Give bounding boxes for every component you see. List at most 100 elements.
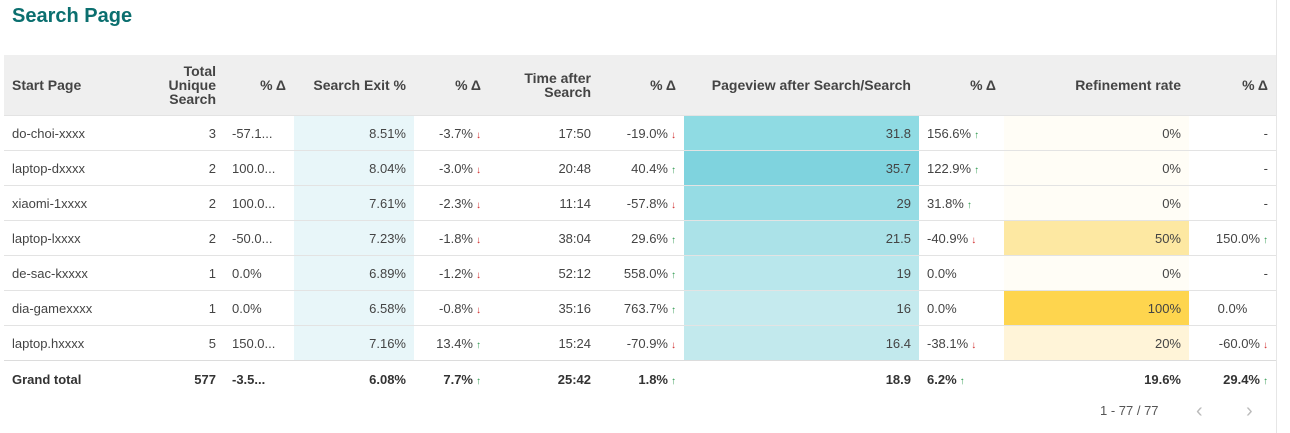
- start-page-cell: do-choi-xxxx: [4, 115, 144, 151]
- search-exit-cell: 7.61%: [294, 185, 414, 221]
- arrow-up-icon: ↑: [476, 375, 481, 387]
- start-page-cell-value: xiaomi-1xxxx: [12, 195, 88, 211]
- pageview-delta-cell: 156.6% ↑: [919, 115, 1004, 151]
- refinement-rate-cell-value: 0%: [1162, 265, 1181, 281]
- header-total-unique-search[interactable]: Total Unique Search: [144, 55, 224, 116]
- time-after-search-cell-value: 25:42: [557, 371, 591, 387]
- total-delta-cell: -50.0...: [224, 220, 294, 256]
- refinement-rate-cell-value: 0%: [1162, 125, 1181, 141]
- start-page-cell: dia-gamexxxx: [4, 290, 144, 326]
- search-exit-delta-cell-value: 13.4%: [436, 335, 473, 351]
- chevron-right-icon[interactable]: ›: [1246, 400, 1253, 422]
- time-delta-cell: -70.9% ↓: [599, 325, 684, 361]
- header-refinement-rate[interactable]: Refinement rate: [1004, 55, 1189, 116]
- header-time-after-search[interactable]: Time after Search: [489, 55, 599, 116]
- time-delta-cell-value: 558.0%: [623, 265, 668, 281]
- pageview-delta-cell-value: 31.8%: [927, 195, 964, 211]
- refinement-delta-cell-value: -: [1263, 265, 1268, 281]
- search-exit-cell: 6.08%: [294, 360, 414, 397]
- start-page-cell: laptop.hxxxx: [4, 325, 144, 361]
- pageview-delta-cell: 0.0%: [919, 255, 1004, 291]
- arrow-down-icon: ↓: [476, 304, 481, 316]
- total-delta-cell-value: -3.5...: [232, 371, 266, 387]
- pageview-delta-cell: 0.0%: [919, 290, 1004, 326]
- start-page-cell: laptop-lxxxx: [4, 220, 144, 256]
- start-page-cell-value: dia-gamexxxx: [12, 300, 93, 316]
- refinement-delta-cell: -: [1189, 150, 1276, 186]
- search-exit-cell-value: 8.51%: [369, 125, 406, 141]
- total-delta-cell-value: -50.0...: [232, 230, 273, 246]
- search-exit-delta-cell-value: 7.7%: [443, 371, 473, 387]
- search-exit-delta-cell-value: -1.2%: [439, 265, 473, 281]
- pageview-delta-cell: -40.9% ↓: [919, 220, 1004, 256]
- header-pageview-after-search[interactable]: Pageview after Search/Search: [684, 55, 919, 116]
- total-delta-cell: 0.0%: [224, 290, 294, 326]
- time-after-search-cell-value: 11:14: [559, 195, 591, 211]
- pageview-delta-cell-value: -40.9%: [927, 230, 969, 246]
- refinement-delta-cell: -60.0% ↓: [1189, 325, 1276, 361]
- chevron-left-icon[interactable]: ‹: [1196, 400, 1203, 422]
- time-after-search-cell: 11:14: [489, 185, 599, 221]
- time-delta-cell: -19.0% ↓: [599, 115, 684, 151]
- total-delta-cell: 150.0...: [224, 325, 294, 361]
- table-row[interactable]: de-sac-kxxxx 1 0.0% 6.89% -1.2% ↓ 52:12 558.0% ↑…: [4, 255, 1276, 291]
- search-exit-delta-cell: -1.2% ↓: [414, 255, 489, 291]
- header-start-page[interactable]: Start Page: [4, 55, 144, 116]
- pageview-after-search-cell-value: 35.7: [885, 160, 911, 176]
- pageview-after-search-cell: 16.4: [684, 325, 919, 361]
- table-row[interactable]: dia-gamexxxx 1 0.0% 6.58% -0.8% ↓ 35:16 763.7% ↑…: [4, 290, 1276, 326]
- header-pct-delta[interactable]: % Δ: [1189, 55, 1276, 116]
- pageview-delta-cell: -38.1% ↓: [919, 325, 1004, 361]
- total-unique-search-cell-value: 2: [208, 160, 216, 176]
- refinement-rate-cell: 0%: [1004, 115, 1189, 151]
- search-page-table: Start Page Total Unique Search % Δ Searc…: [4, 55, 1276, 397]
- arrow-down-icon: ↓: [476, 234, 481, 246]
- pageview-after-search-cell-value: 16: [896, 300, 911, 316]
- arrow-up-icon: ↑: [476, 339, 481, 351]
- header-row: Start Page Total Unique Search % Δ Searc…: [4, 55, 1276, 116]
- divider: [1276, 0, 1277, 433]
- header-pct-delta[interactable]: % Δ: [224, 55, 294, 116]
- refinement-delta-cell-value: 150.0%: [1215, 230, 1260, 246]
- total-unique-search-cell-value: 2: [208, 195, 216, 211]
- table-row[interactable]: laptop-lxxxx 2 -50.0... 7.23% -1.8% ↓ 38:04 29.…: [4, 220, 1276, 256]
- pageview-after-search-cell: 19: [684, 255, 919, 291]
- arrow-up-icon: ↑: [974, 164, 980, 176]
- refinement-rate-cell: 20%: [1004, 325, 1189, 361]
- pageview-delta-cell-value: 0.0%: [927, 300, 957, 316]
- arrow-down-icon: ↓: [476, 199, 481, 211]
- arrow-up-icon: ↑: [1263, 375, 1268, 387]
- search-exit-delta-cell: -3.7% ↓: [414, 115, 489, 151]
- refinement-rate-cell-value: 19.6%: [1144, 371, 1181, 387]
- header-search-exit[interactable]: Search Exit %: [294, 55, 414, 116]
- refinement-rate-cell: 0%: [1004, 150, 1189, 186]
- search-exit-delta-cell: -2.3% ↓: [414, 185, 489, 221]
- arrow-up-icon: ↑: [974, 129, 980, 141]
- arrow-up-icon: ↑: [671, 269, 676, 281]
- table-row[interactable]: do-choi-xxxx 3 -57.1... 8.51% -3.7% ↓ 17:50 -19…: [4, 115, 1276, 151]
- table-row[interactable]: laptop.hxxxx 5 150.0... 7.16% 13.4% ↑ 15:24 -70…: [4, 325, 1276, 361]
- time-after-search-cell-value: 20:48: [558, 160, 591, 176]
- header-pct-delta[interactable]: % Δ: [919, 55, 1004, 116]
- pageview-delta-cell-value: -38.1%: [927, 335, 969, 351]
- pageview-after-search-cell: 29: [684, 185, 919, 221]
- search-exit-delta-cell: -0.8% ↓: [414, 290, 489, 326]
- time-delta-cell: 1.8% ↑: [599, 360, 684, 397]
- header-pct-delta[interactable]: % Δ: [414, 55, 489, 116]
- search-exit-delta-cell: -1.8% ↓: [414, 220, 489, 256]
- refinement-delta-cell-value: 29.4%: [1223, 371, 1260, 387]
- table-row[interactable]: xiaomi-1xxxx 2 100.0... 7.61% -2.3% ↓ 11:14 -57…: [4, 185, 1276, 221]
- arrow-up-icon: ↑: [966, 199, 972, 211]
- start-page-cell-value: de-sac-kxxxx: [12, 265, 88, 281]
- refinement-delta-cell: 0.0%: [1189, 290, 1276, 326]
- refinement-delta-cell-value: -: [1263, 195, 1268, 211]
- total-unique-search-cell: 3: [144, 115, 224, 151]
- time-after-search-cell-value: 15:24: [558, 335, 591, 351]
- time-delta-cell: 40.4% ↑: [599, 150, 684, 186]
- header-pct-delta[interactable]: % Δ: [599, 55, 684, 116]
- table-row[interactable]: laptop-dxxxx 2 100.0... 8.04% -3.0% ↓ 20:48 40.…: [4, 150, 1276, 186]
- total-delta-cell: 100.0...: [224, 185, 294, 221]
- refinement-delta-cell: 150.0% ↑: [1189, 220, 1276, 256]
- search-exit-cell: 6.58%: [294, 290, 414, 326]
- search-exit-delta-cell-value: -3.7%: [439, 125, 473, 141]
